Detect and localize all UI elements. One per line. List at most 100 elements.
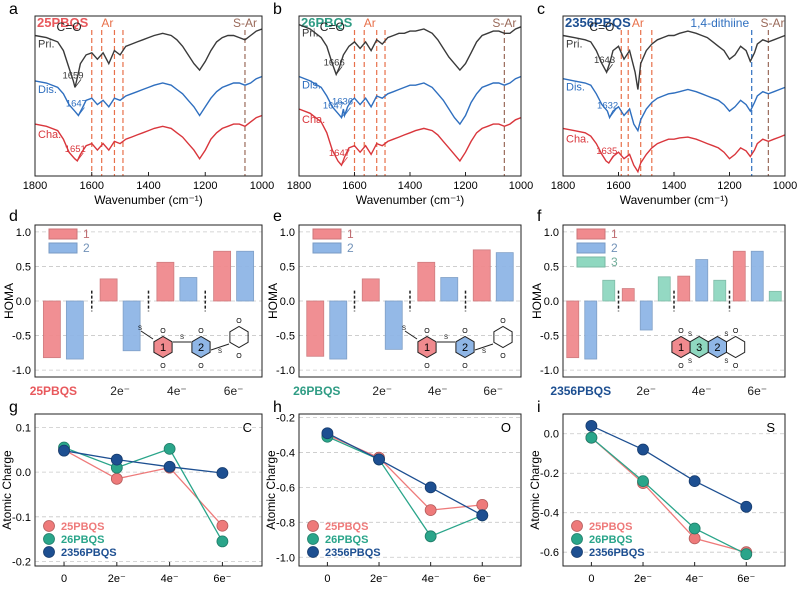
molecule-bond	[474, 343, 494, 351]
peak-label-3: 1647	[329, 148, 350, 159]
category-label-1: 2e⁻	[636, 384, 656, 398]
point-2356PBQS-3	[740, 500, 753, 513]
y-tick-label-3: -0.6	[540, 547, 559, 559]
legend-label-2: 2	[611, 241, 618, 255]
bar-1-3	[732, 250, 746, 302]
bar-1-2	[677, 275, 691, 302]
y-tick-label-2: 0.0	[544, 296, 559, 308]
y-tick-label-1: 0.0	[16, 467, 31, 479]
point-25PBQS-1	[110, 472, 123, 485]
y-tick-label-4: -1.0	[276, 552, 295, 564]
panel-letter: i	[537, 399, 541, 416]
peak-label-2: 1647	[323, 101, 344, 112]
bar-2-1	[639, 300, 653, 331]
category-label-2: 4e⁻	[167, 384, 187, 398]
point-26PBQS-2	[163, 442, 176, 455]
y-axis-title: Atomic Charge	[528, 450, 542, 530]
bar-1-0	[566, 300, 580, 359]
molecule-ring-3	[229, 325, 249, 349]
point-2356PBQS-3	[476, 509, 489, 522]
x-tick-label-3: 1200	[453, 180, 477, 192]
category-label-2: 4e⁻	[692, 384, 712, 398]
annotation-1: Ar	[101, 16, 113, 30]
molecule-atom-o: O	[733, 328, 739, 335]
panel-h: h-0.2 -0.4 -0.6 -0.8 -1.0 Atomic Charge O 25PBQ…	[264, 399, 522, 585]
legend-label-25PBQS: 25PBQS	[325, 521, 368, 533]
y-tick-label-1: -0.4	[276, 447, 295, 459]
x-tick-label-0: 0	[61, 573, 67, 585]
x-tick-label-2: 4e⁻	[161, 573, 179, 585]
molecule-atom-s: S	[180, 335, 184, 341]
category-label-0: 26PBQS	[293, 384, 340, 398]
y-tick-label-4: 1.0	[544, 227, 559, 239]
bar-2-2	[179, 277, 198, 302]
spectrum-dis	[298, 75, 522, 126]
molecule-atom-o: O	[733, 363, 739, 370]
bar-2-0	[65, 300, 84, 360]
y-tick-label-1: -0.5	[12, 331, 31, 343]
legend-marker-26PBQS	[571, 533, 583, 545]
series-label: Cha.	[566, 133, 589, 145]
series-line-26PBQS	[327, 436, 483, 538]
peak-leader-1	[78, 107, 85, 116]
bar-3-3	[768, 290, 782, 302]
bar-2-1	[384, 300, 403, 350]
element-label: S	[766, 420, 775, 435]
molecule-atom-s: S	[688, 332, 692, 338]
bar-2-2	[440, 277, 459, 302]
x-tick-label-2: 1400	[398, 180, 422, 192]
y-tick-label-2: 0.0	[16, 296, 31, 308]
molecule-atom-s: S	[482, 349, 486, 355]
legend-label-25PBQS: 25PBQS	[589, 521, 632, 533]
x-tick-label-3: 1200	[717, 180, 741, 192]
category-label-0: 2356PBQS	[550, 384, 611, 398]
x-tick-label-0: 0	[588, 573, 594, 585]
panel-letter: c	[537, 1, 545, 18]
legend-label-2356PBQS: 2356PBQS	[589, 547, 645, 559]
bar-1-1	[99, 278, 118, 302]
molecule-atom-o: O	[160, 328, 166, 335]
plot-frame	[298, 224, 522, 378]
molecule-atom-o: O	[500, 318, 506, 325]
y-tick-label-2: -0.4	[540, 508, 559, 520]
peak-label-1: 1636	[332, 96, 353, 107]
molecule-atom-o: O	[160, 363, 166, 370]
bar-3-0	[602, 279, 616, 302]
bar-2-3	[495, 252, 514, 302]
point-25PBQS-3	[476, 498, 489, 511]
x-tick-label-4: 1000	[509, 180, 533, 192]
panel-letter: d	[9, 208, 18, 225]
category-label-1: 2e⁻	[372, 384, 392, 398]
spectrum-cha	[298, 108, 522, 167]
x-tick-label-4: 1000	[773, 180, 797, 192]
annotation-0: C=O	[320, 20, 345, 34]
plot-frame	[562, 224, 786, 378]
y-tick-label-0: -1.0	[12, 365, 31, 377]
molecule-atom-s: S	[688, 359, 692, 365]
peak-leader-2	[76, 152, 84, 162]
bar-3-1	[657, 276, 671, 302]
bar-2-0	[329, 300, 348, 360]
molecule-atom-o: O	[678, 363, 684, 370]
molecule-atom-s: S	[218, 349, 222, 355]
series-label: Dis.	[566, 82, 585, 94]
annotation-2: S-Ar	[233, 16, 257, 30]
peak-label-0: 1643	[594, 55, 615, 66]
category-label-2: 4e⁻	[428, 384, 448, 398]
x-tick-label-1: 2e⁻	[370, 573, 388, 585]
annotation-0: C=O	[57, 20, 82, 34]
legend-swatch-2	[576, 242, 606, 254]
series-label: Pri.	[302, 28, 319, 40]
y-tick-label-3: 0.5	[16, 261, 31, 273]
point-26PBQS-2	[688, 522, 701, 535]
molecule-bond	[210, 343, 230, 351]
x-tick-label-3: 1200	[193, 180, 217, 192]
legend-label-26PBQS: 26PBQS	[325, 534, 368, 546]
legend-label-25PBQS: 25PBQS	[61, 521, 104, 533]
element-label: C	[243, 420, 252, 435]
y-tick-label-0: -1.0	[276, 365, 295, 377]
panel-letter: a	[9, 1, 18, 18]
